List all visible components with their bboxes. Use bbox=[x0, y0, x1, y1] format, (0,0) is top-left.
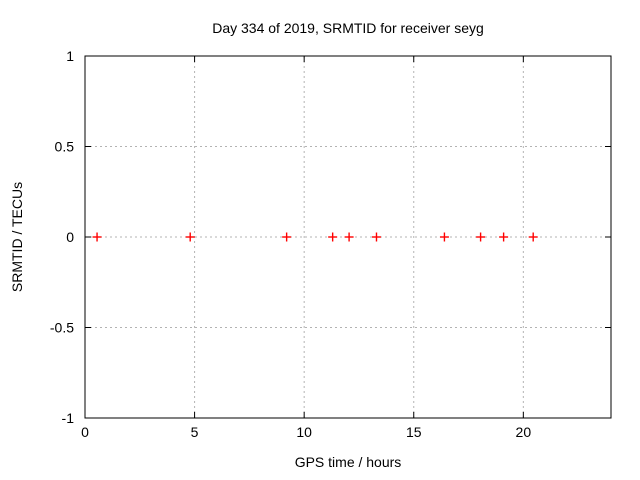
chart-title: Day 334 of 2019, SRMTID for receiver sey… bbox=[212, 20, 484, 36]
x-axis-label: GPS time / hours bbox=[294, 454, 402, 470]
y-tick-label: -0.5 bbox=[50, 320, 74, 336]
y-tick-label: 0 bbox=[66, 229, 74, 245]
x-tick-label: 0 bbox=[81, 424, 89, 440]
y-tick-label: 1 bbox=[66, 48, 74, 64]
x-tick-label: 15 bbox=[406, 424, 422, 440]
x-tick-label: 10 bbox=[296, 424, 312, 440]
x-tick-label: 20 bbox=[516, 424, 532, 440]
y-tick-label: -1 bbox=[62, 410, 75, 426]
y-tick-label: 0.5 bbox=[55, 139, 75, 155]
x-tick-label: 5 bbox=[191, 424, 199, 440]
